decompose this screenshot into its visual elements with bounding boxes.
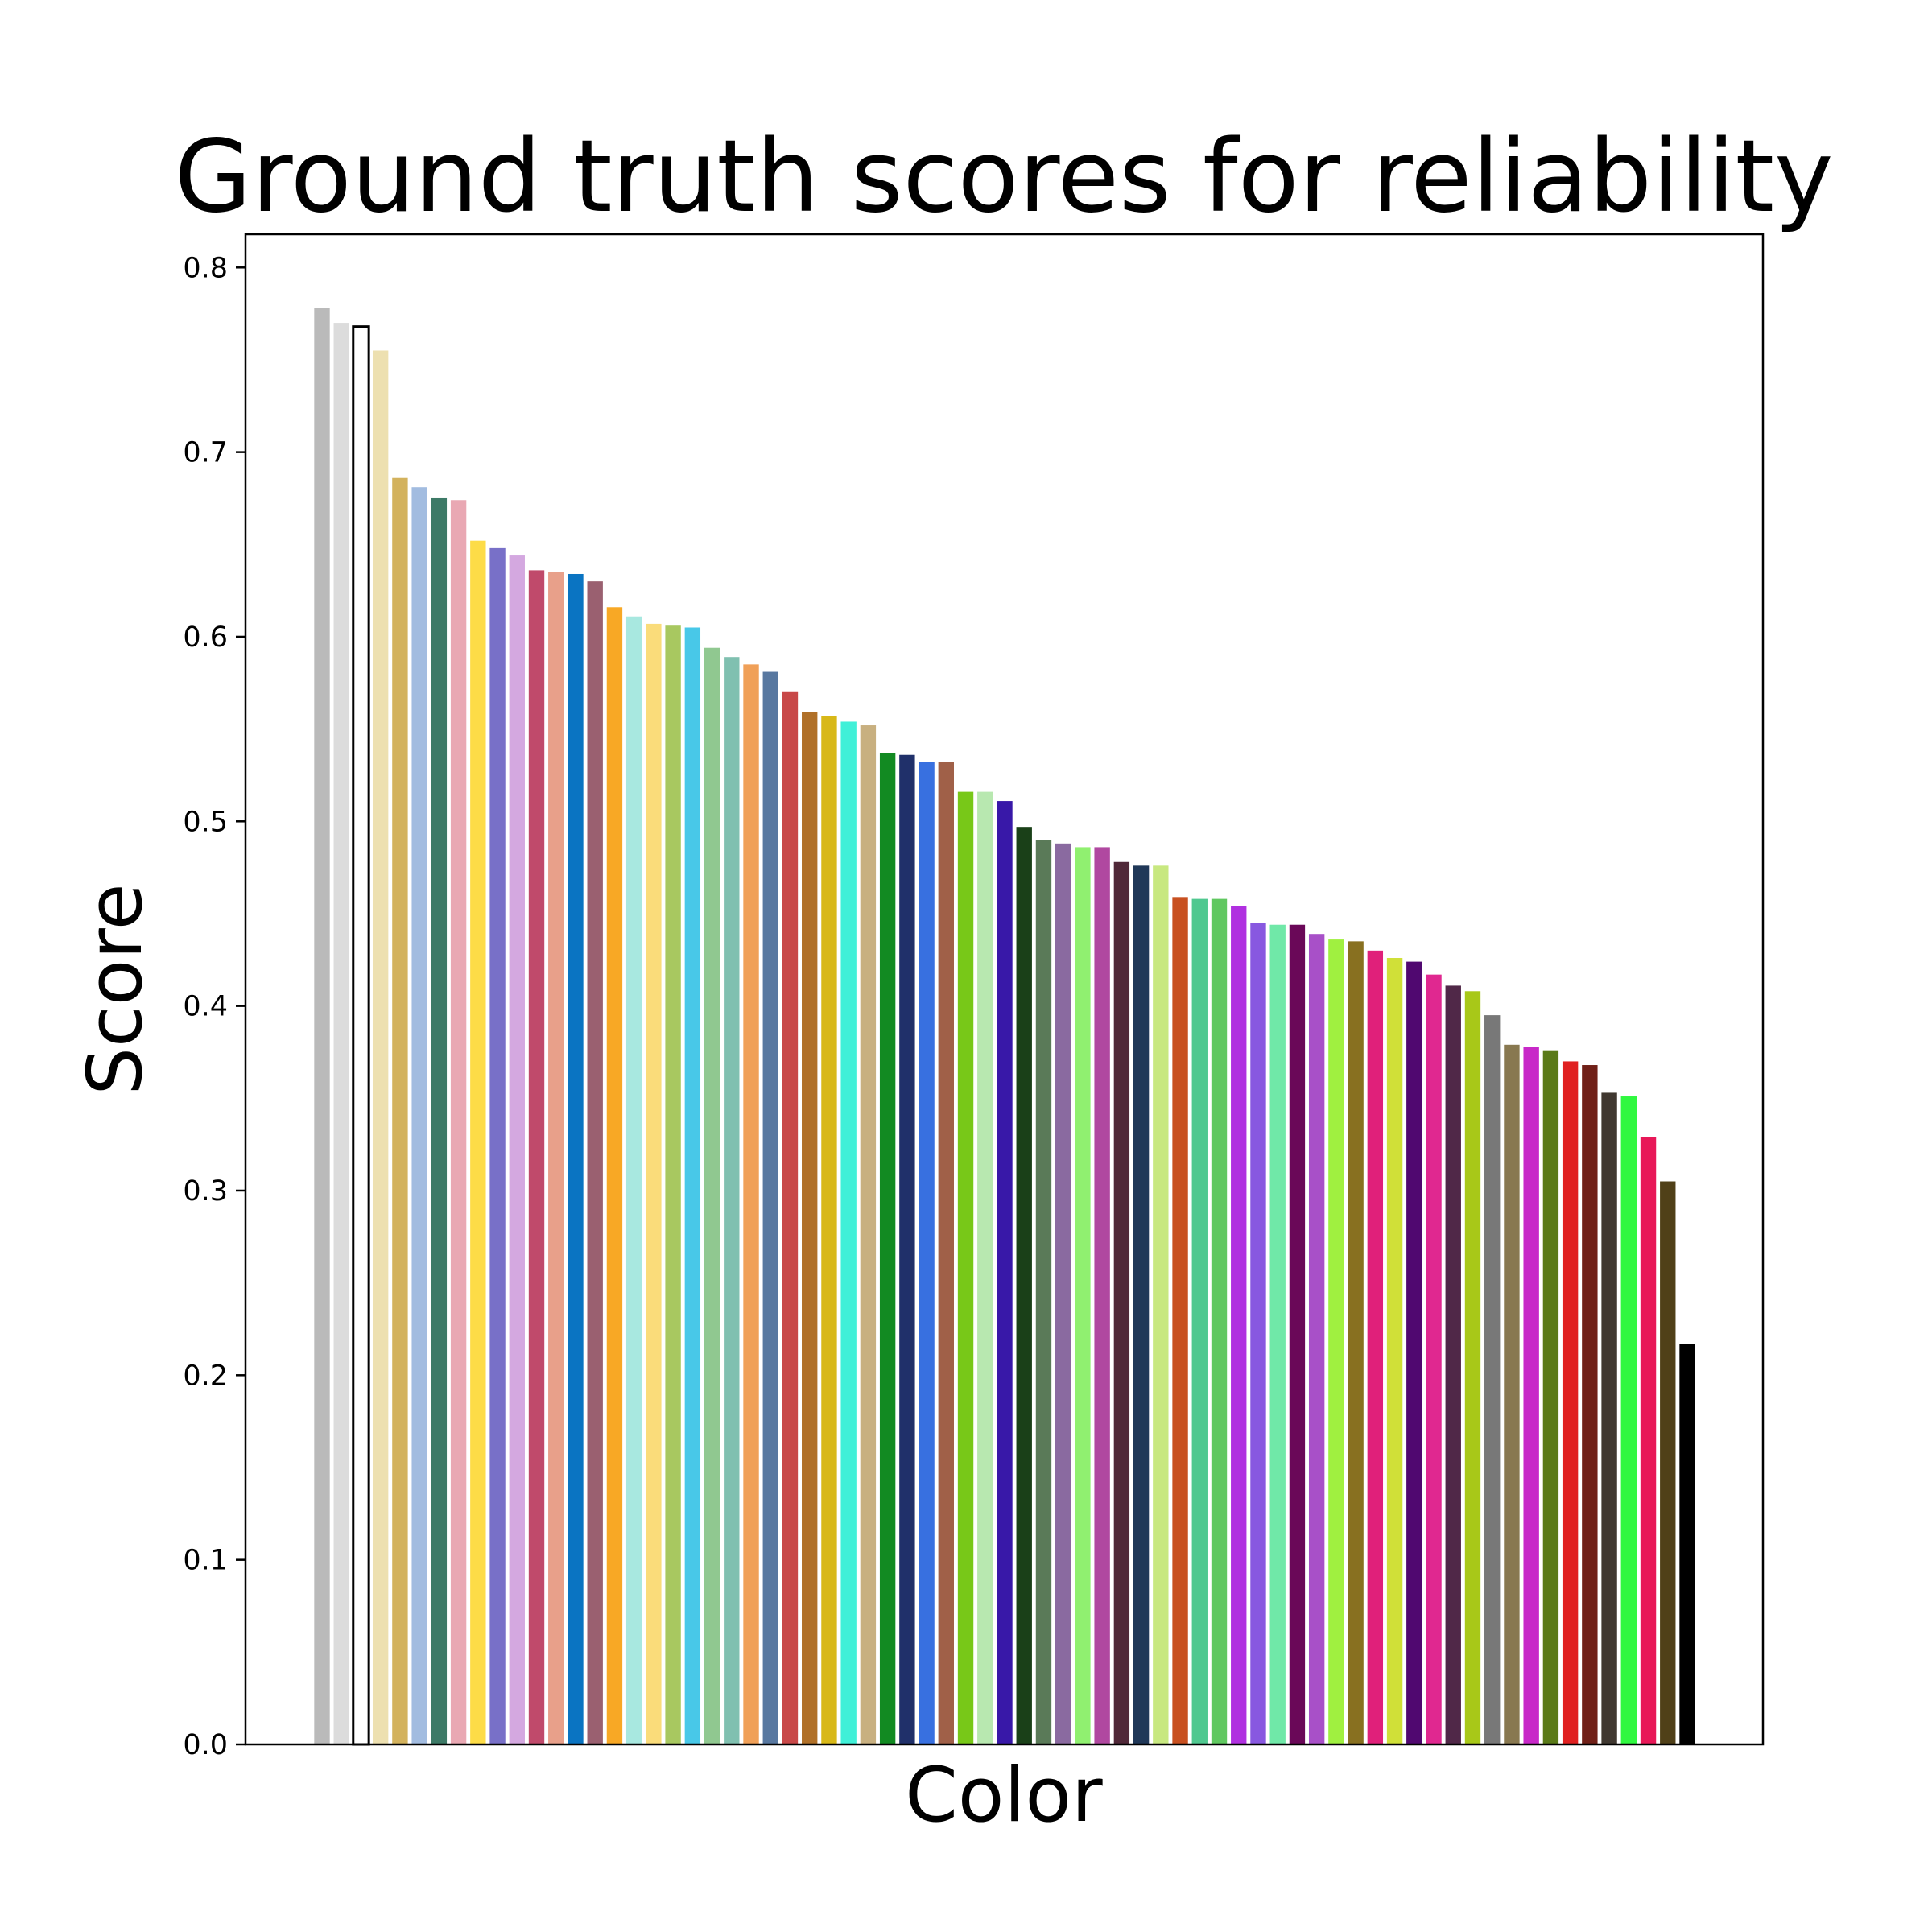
bar-58 — [1445, 985, 1461, 1744]
bar-32 — [938, 762, 954, 1745]
bar-54 — [1367, 950, 1384, 1744]
bar-41 — [1113, 861, 1130, 1744]
bar-39 — [1075, 847, 1091, 1744]
y-tick-label-4: 0.4 — [183, 991, 228, 1023]
bar-14 — [587, 581, 603, 1745]
bar-0 — [314, 308, 330, 1744]
bar-38 — [1055, 843, 1071, 1744]
bar-17 — [646, 623, 662, 1745]
bar-70 — [1679, 1344, 1695, 1744]
bar-21 — [724, 657, 740, 1745]
bar-6 — [431, 497, 448, 1745]
bar-23 — [762, 671, 778, 1744]
bar-27 — [840, 721, 857, 1745]
bar-36 — [1016, 827, 1032, 1744]
x-axis-label: Color — [905, 1752, 1103, 1839]
bar-53 — [1348, 941, 1364, 1744]
bar-56 — [1406, 961, 1422, 1744]
y-tick-label-2: 0.2 — [183, 1360, 228, 1392]
bar-12 — [548, 572, 564, 1745]
y-tick-label-3: 0.3 — [183, 1175, 228, 1208]
bar-31 — [919, 762, 935, 1745]
bar-33 — [957, 791, 974, 1744]
bar-49 — [1269, 924, 1286, 1744]
bar-34 — [977, 791, 993, 1744]
y-tick-label-7: 0.7 — [183, 437, 228, 469]
bar-61 — [1504, 1044, 1520, 1744]
bar-68 — [1640, 1137, 1657, 1744]
y-axis-ticks: 0.0 0.1 0.2 0.3 0.4 0.5 0.6 0.7 0.8 — [183, 252, 246, 1761]
bar-51 — [1308, 934, 1325, 1744]
bars-group — [314, 308, 1695, 1746]
bar-18 — [665, 625, 681, 1745]
bar-62 — [1523, 1046, 1539, 1744]
bar-19 — [684, 627, 701, 1744]
bar-52 — [1328, 939, 1344, 1744]
plot-frame — [244, 233, 1765, 1746]
bar-48 — [1250, 923, 1266, 1744]
bar-69 — [1660, 1181, 1676, 1744]
bar-2 — [352, 325, 370, 1746]
bar-30 — [899, 754, 915, 1744]
bar-7 — [450, 500, 467, 1744]
bar-5 — [411, 487, 427, 1745]
bar-3 — [372, 350, 389, 1745]
y-tick-label-1: 0.1 — [183, 1545, 228, 1577]
bar-15 — [606, 607, 623, 1744]
bar-60 — [1484, 1015, 1501, 1744]
bar-37 — [1035, 840, 1052, 1744]
bar-63 — [1542, 1050, 1559, 1744]
bar-8 — [470, 540, 486, 1745]
bar-35 — [997, 801, 1013, 1744]
bar-13 — [568, 573, 584, 1744]
bar-59 — [1464, 991, 1481, 1744]
bar-46 — [1211, 898, 1228, 1744]
bar-10 — [509, 555, 525, 1744]
bar-42 — [1133, 865, 1150, 1744]
y-tick-label-6: 0.6 — [183, 621, 228, 654]
bar-24 — [782, 691, 799, 1744]
bar-20 — [704, 647, 720, 1744]
bar-29 — [879, 753, 896, 1745]
bar-26 — [821, 716, 837, 1744]
bar-64 — [1562, 1061, 1579, 1744]
bar-25 — [802, 712, 818, 1744]
y-tick-label-0: 0.0 — [183, 1729, 228, 1761]
bar-67 — [1620, 1096, 1637, 1744]
bar-45 — [1191, 898, 1208, 1744]
bar-50 — [1289, 924, 1306, 1744]
bar-57 — [1426, 974, 1442, 1744]
bar-16 — [625, 616, 642, 1744]
bar-66 — [1601, 1092, 1617, 1744]
bar-44 — [1172, 897, 1188, 1744]
bar-55 — [1386, 958, 1403, 1744]
bar-1 — [333, 323, 349, 1745]
y-tick-label-8: 0.8 — [183, 252, 228, 284]
bar-40 — [1094, 847, 1110, 1744]
y-tick-label-5: 0.5 — [183, 806, 228, 838]
bar-22 — [743, 664, 759, 1744]
bar-4 — [392, 477, 408, 1744]
bar-11 — [528, 570, 545, 1744]
y-axis-label: Score — [72, 883, 159, 1095]
bar-43 — [1153, 865, 1169, 1744]
bar-28 — [860, 725, 877, 1744]
bar-65 — [1582, 1065, 1598, 1744]
chart-title: Ground truth scores for reliability — [175, 119, 1834, 235]
bar-47 — [1231, 906, 1247, 1744]
bar-9 — [489, 547, 506, 1744]
